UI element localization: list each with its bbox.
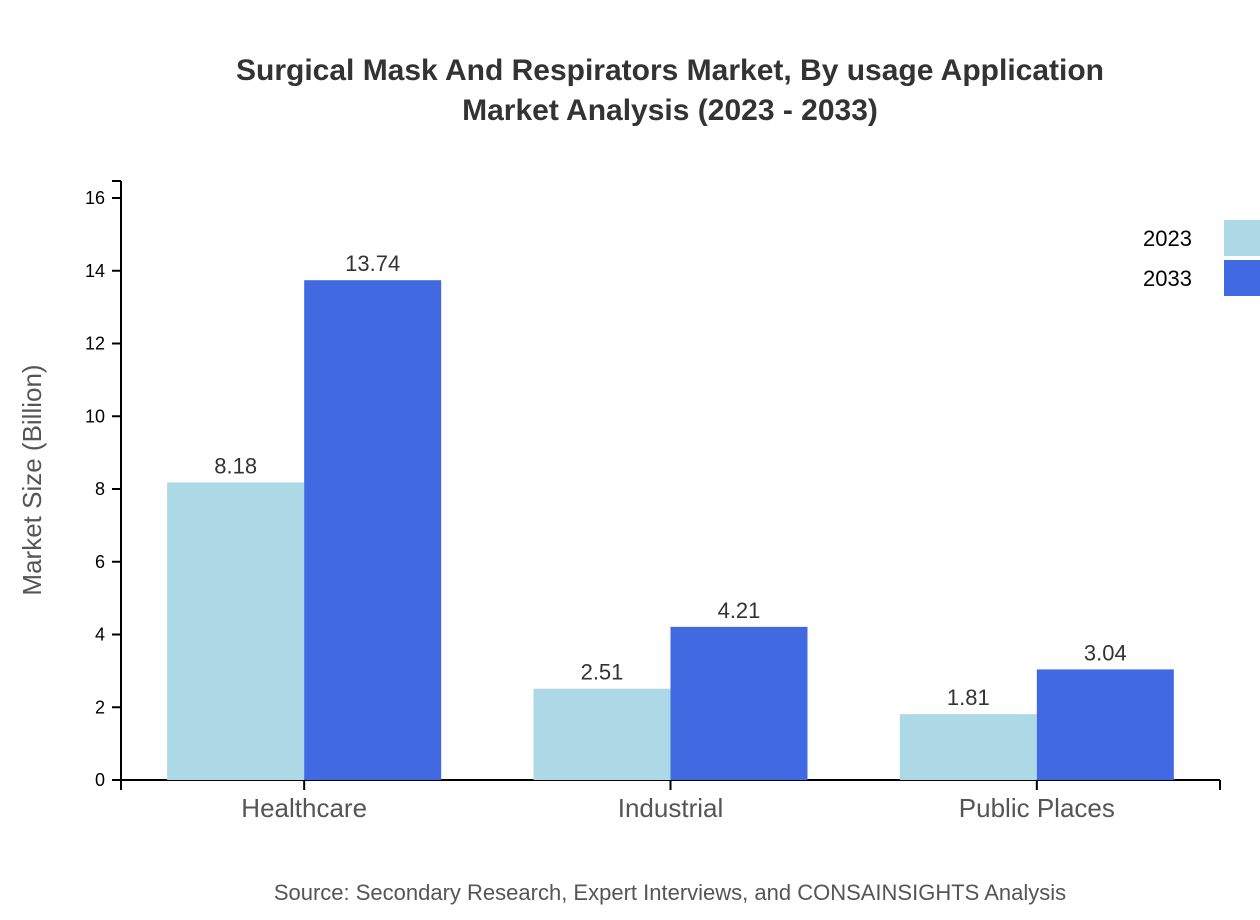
legend-swatch xyxy=(1224,260,1260,296)
y-tick-label: 10 xyxy=(85,406,105,426)
bar-2023-public-places xyxy=(899,714,1037,780)
chart-subtitle: Market Analysis (2023 - 2033) xyxy=(462,94,878,127)
chart-title: Surgical Mask And Respirators Market, By… xyxy=(236,54,1104,87)
data-label: 1.81 xyxy=(947,685,990,710)
bar-2023-industrial xyxy=(533,688,671,780)
bar-2033-public-places xyxy=(1036,669,1174,780)
y-tick-label: 2 xyxy=(95,697,105,717)
bar-2033-healthcare xyxy=(304,280,442,780)
y-tick-label: 8 xyxy=(95,479,105,499)
x-tick-label: Industrial xyxy=(618,793,724,823)
data-label: 3.04 xyxy=(1084,640,1127,665)
data-label: 4.21 xyxy=(718,598,761,623)
data-label: 8.18 xyxy=(214,453,257,478)
bar-2033-industrial xyxy=(670,626,808,780)
legend-swatch xyxy=(1224,220,1260,256)
x-tick-label: Healthcare xyxy=(241,793,367,823)
legend-label: 2023 xyxy=(1143,226,1192,251)
bar-2023-healthcare xyxy=(167,482,305,780)
y-tick-label: 14 xyxy=(85,261,105,281)
x-tick-label: Public Places xyxy=(959,793,1115,823)
y-tick-label: 6 xyxy=(95,552,105,572)
y-tick-label: 12 xyxy=(85,334,105,354)
legend-label: 2033 xyxy=(1143,266,1192,291)
y-axis-label: Market Size (Billion) xyxy=(17,364,47,595)
y-tick-label: 0 xyxy=(95,770,105,790)
y-tick-label: 4 xyxy=(95,625,105,645)
y-tick-label: 16 xyxy=(85,188,105,208)
source-note: Source: Secondary Research, Expert Inter… xyxy=(274,880,1066,905)
data-label: 13.74 xyxy=(345,251,400,276)
data-label: 2.51 xyxy=(581,660,624,685)
